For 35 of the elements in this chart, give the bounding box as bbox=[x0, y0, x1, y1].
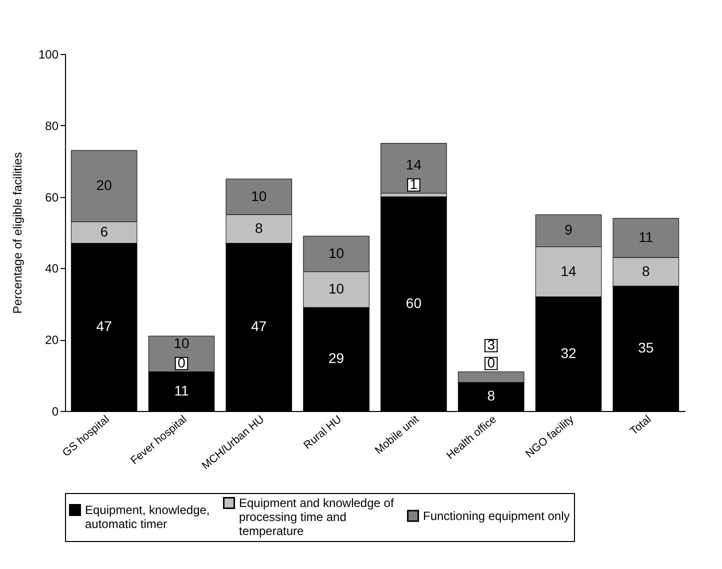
data-label: 8 bbox=[487, 388, 496, 404]
data-label: 20 bbox=[96, 177, 112, 194]
data-label: 14 bbox=[560, 262, 577, 279]
data-label: 14 bbox=[406, 156, 422, 172]
data-label: 10 bbox=[251, 188, 267, 204]
data-label: 0 bbox=[178, 354, 186, 371]
data-label: 60 bbox=[406, 294, 422, 311]
data-label: 8 bbox=[254, 220, 263, 236]
y-tick-label: 60 bbox=[45, 190, 59, 204]
data-label: 0 bbox=[487, 354, 496, 371]
data-label: 32 bbox=[560, 344, 577, 361]
legend-label: Equipment, knowledge, automatic timer bbox=[85, 503, 210, 531]
data-label: 47 bbox=[96, 318, 112, 334]
data-label: 10 bbox=[328, 244, 344, 261]
legend-label: Functioning equipment only bbox=[423, 508, 570, 523]
data-label: 10 bbox=[328, 280, 344, 297]
y-tick-label: 80 bbox=[45, 118, 59, 133]
y-tick-label: 0 bbox=[52, 404, 59, 418]
data-label: 11 bbox=[638, 228, 654, 245]
legend-label: Equipment and knowledge of processing time and temperature bbox=[239, 496, 394, 538]
y-tick-label: 40 bbox=[45, 262, 59, 276]
data-label: 9 bbox=[564, 222, 573, 238]
y-axis-title: Percentage of eligible facilities bbox=[10, 152, 24, 314]
data-label: 3 bbox=[487, 336, 496, 353]
data-label: 47 bbox=[251, 318, 267, 334]
y-tick-label: 100 bbox=[38, 48, 59, 62]
data-label: 29 bbox=[328, 350, 344, 366]
data-label: 1 bbox=[410, 176, 418, 192]
data-label: 35 bbox=[638, 340, 654, 356]
data-label: 6 bbox=[100, 224, 108, 240]
bar bbox=[380, 143, 447, 194]
data-label: 10 bbox=[174, 334, 190, 351]
y-tick-label: 20 bbox=[45, 333, 59, 348]
data-label: 11 bbox=[174, 382, 189, 398]
data-label: 8 bbox=[642, 262, 650, 279]
